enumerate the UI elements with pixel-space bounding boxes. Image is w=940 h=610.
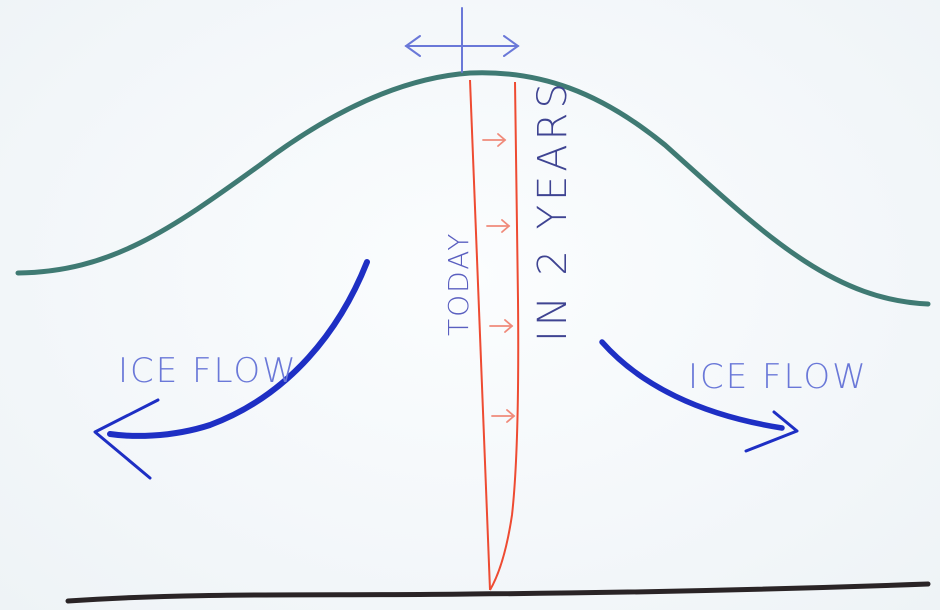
ice-surface-line [15,70,931,307]
small-right-arrow-icon [486,219,511,233]
double-headed-arrow-icon [404,7,520,73]
in-two-years-marker-line [489,81,520,591]
curved-arrow-left-icon [93,259,370,480]
bedrock-line [65,581,931,604]
ice-flow-right-label: ICE FLOW [688,357,868,397]
small-right-arrow-icon [489,319,514,333]
small-right-arrow-icon [482,133,507,147]
small-right-arrow-icon [491,409,516,423]
today-label: TODAY [442,232,475,336]
in-two-years-label: IN 2 YEARS [530,79,576,342]
today-marker-line [469,79,491,591]
curved-arrow-right-icon [599,339,799,453]
ice-flow-left-label: ICE FLOW [118,351,298,391]
